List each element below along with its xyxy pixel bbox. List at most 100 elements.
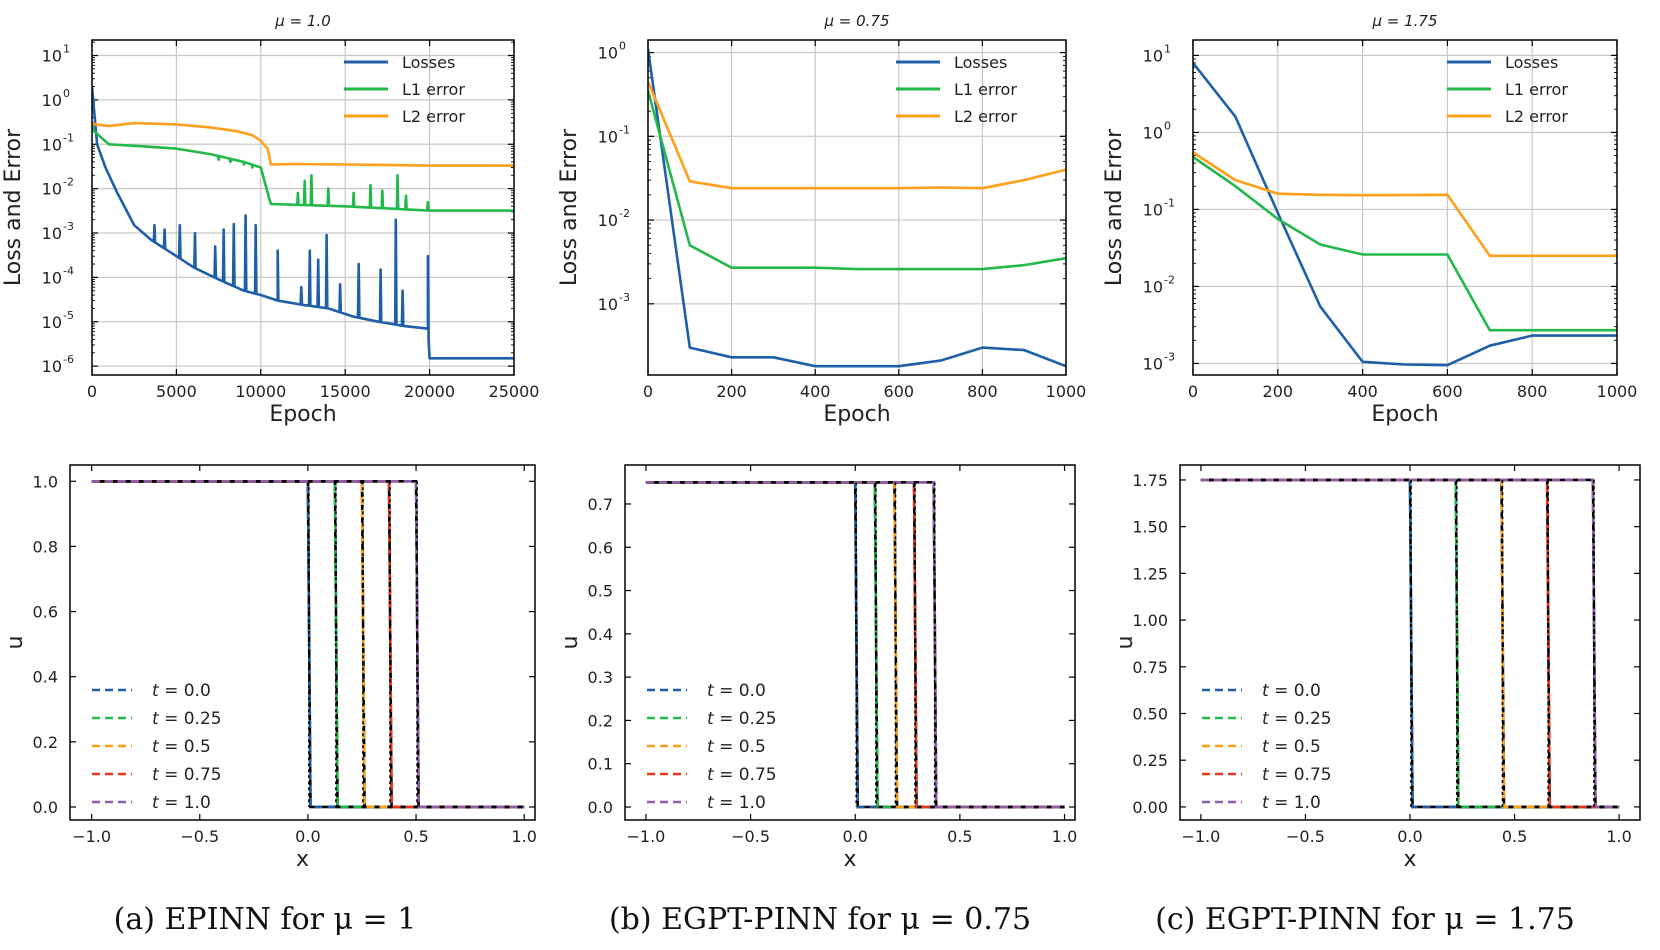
y-axis-label: u	[1113, 636, 1138, 650]
series-line-l2-error	[1193, 151, 1617, 258]
plot-area	[648, 48, 1066, 368]
legend-label: t = 0.0	[707, 681, 766, 701]
y-tick-label: 0.75	[1132, 658, 1168, 677]
y-tick-exponent: 1	[63, 43, 70, 56]
legend-label: t = 1.0	[152, 793, 211, 813]
y-tick-label: 0.3	[588, 668, 613, 687]
y-tick-label: 10	[42, 180, 62, 199]
plot-area	[92, 86, 514, 360]
x-tick-label: 400	[1347, 382, 1378, 401]
x-tick-label: 0	[643, 382, 653, 401]
legend-label: Losses	[402, 53, 455, 72]
legend-label: t = 0.75	[707, 765, 777, 785]
x-axis-label: x	[296, 847, 309, 872]
y-tick-label: 10	[42, 91, 62, 110]
x-tick-label: 20000	[404, 382, 455, 401]
legend: Losses L1 error L2 error	[1447, 53, 1568, 126]
x-tick-label: 1000	[1046, 382, 1087, 401]
y-tick-exponent: -3	[619, 291, 630, 304]
y-tick-exponent: -3	[63, 220, 74, 233]
y-tick-exponent: 0	[619, 40, 626, 53]
y-tick-exponent: -6	[63, 353, 74, 366]
y-tick-label: 10	[598, 127, 618, 146]
x-tick-label: 1000	[1597, 382, 1638, 401]
y-tick-label: 10	[598, 211, 618, 230]
y-tick-label: 10	[42, 313, 62, 332]
y-tick-label: 1.00	[1132, 611, 1168, 630]
legend-label: Losses	[1505, 53, 1558, 72]
x-tick-label: 1.0	[1052, 827, 1077, 846]
legend: t = 0.0 t = 0.25 t = 0.5 t = 0.75 t = 1.0	[647, 681, 777, 813]
legend-label: t = 0.5	[1262, 737, 1321, 757]
y-tick-label: 0.2	[33, 733, 58, 752]
x-axis-label: x	[843, 847, 856, 872]
x-tick-label: 400	[800, 382, 831, 401]
x-axis-label: Epoch	[269, 402, 336, 427]
prediction-line-t4	[1200, 478, 1620, 809]
y-tick-label: 0.6	[33, 603, 58, 622]
y-tick-label: 0.4	[33, 668, 58, 687]
y-tick-exponent: -4	[63, 264, 74, 277]
x-axis-label: Epoch	[1371, 402, 1438, 427]
x-tick-label: 600	[884, 382, 915, 401]
x-tick-label: 0	[87, 382, 97, 401]
x-tick-label: 600	[1432, 382, 1463, 401]
y-tick-label: 0.4	[588, 625, 613, 644]
y-tick-label: 10	[42, 268, 62, 287]
y-tick-label: 0.25	[1132, 751, 1168, 770]
axes-frame	[624, 464, 1076, 821]
axes-frame	[91, 39, 515, 376]
y-tick-exponent: -2	[1164, 273, 1175, 286]
legend-label: t = 1.0	[1262, 793, 1321, 813]
x-tick-label: 15000	[320, 382, 371, 401]
y-tick-label: 0.1	[588, 755, 613, 774]
chart-sol-b: −1.0 −0.5 0.0 0.5 1.0 0.0 0.1 0.2 0.3 0.4 0.5 0.6 0.…	[558, 464, 1077, 872]
x-tick-label: −0.5	[180, 827, 219, 846]
plot-area	[91, 479, 525, 809]
x-tick-label: 10000	[235, 382, 286, 401]
y-tick-exponent: -3	[1164, 350, 1175, 363]
y-tick-label: 0.2	[588, 711, 613, 730]
y-axis-label: Loss and Error	[1, 128, 26, 286]
y-tick-label: 0.50	[1132, 705, 1168, 724]
y-tick-label: 10	[1143, 46, 1163, 65]
x-tick-label: 0.0	[295, 827, 320, 846]
y-tick-label: 10	[598, 295, 618, 314]
y-tick-label: 10	[1143, 277, 1163, 296]
y-axis-label: u	[3, 636, 28, 650]
series-line-losses	[92, 86, 514, 360]
legend-label: t = 0.0	[1262, 681, 1321, 701]
legend-label: t = 0.5	[707, 737, 766, 757]
y-tick-exponent: 1	[1164, 42, 1171, 55]
plot-area	[645, 481, 1065, 809]
x-tick-label: 1.0	[1606, 827, 1631, 846]
x-tick-label: −0.5	[1286, 827, 1325, 846]
x-tick-label: 800	[1517, 382, 1548, 401]
legend-label: t = 0.25	[1262, 709, 1332, 729]
series-line-l1-error	[648, 90, 1066, 271]
x-tick-label: 25000	[489, 382, 540, 401]
series-line-losses	[648, 48, 1066, 368]
caption-a: (a) EPINN for μ = 1	[113, 902, 417, 937]
x-tick-label: 0.5	[1502, 827, 1527, 846]
legend-label: t = 1.0	[707, 793, 766, 813]
y-tick-exponent: -1	[63, 131, 74, 144]
legend-label: L1 error	[954, 80, 1017, 99]
series-line-losses	[1193, 62, 1617, 367]
legend-label: L1 error	[1505, 80, 1568, 99]
y-axis-label: Loss and Error	[1102, 128, 1127, 286]
series-line-l1-error	[92, 122, 514, 212]
y-tick-label: 10	[598, 44, 618, 63]
y-tick-label: 10	[1143, 354, 1163, 373]
legend: t = 0.0 t = 0.25 t = 0.5 t = 0.75 t = 1.0	[1202, 681, 1332, 813]
x-tick-label: 5000	[156, 382, 197, 401]
x-axis-label: Epoch	[823, 402, 890, 427]
y-tick-label: 10	[1143, 200, 1163, 219]
legend-label: L2 error	[954, 107, 1017, 126]
prediction-line-t4	[645, 481, 1065, 809]
x-tick-label: −1.0	[1181, 827, 1220, 846]
chart-title: μ = 0.75	[823, 12, 889, 30]
chart-sol-a: −1.0 −0.5 0.0 0.5 1.0 0.0 0.2 0.4 0.6 0.8 1.0 x u t =…	[3, 464, 537, 872]
